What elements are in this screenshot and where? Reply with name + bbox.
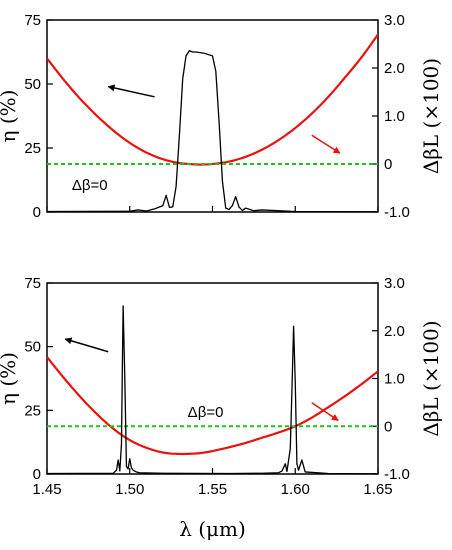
bottom-phase-mismatch-series xyxy=(47,356,378,456)
bottom-panel: 0 25 50 75 -1.0 0 1.0 2.0 3.0 1.45 1.50 1.55 1.60 1.6… xyxy=(0,275,443,541)
bottom-xtick-label: 1.45 xyxy=(32,481,61,498)
bottom-efficiency-series xyxy=(47,305,378,474)
bottom-axis-pointer-arrow xyxy=(311,402,339,422)
top-ytick-label: 75 xyxy=(24,12,41,29)
top-ytick-label: 50 xyxy=(24,76,41,93)
bottom-ylabel: η (%) xyxy=(0,352,20,405)
bottom-y2tick-label: 2.0 xyxy=(384,323,405,340)
top-y2tick-label: 2.0 xyxy=(384,60,405,77)
bottom-y2tick-label: 1.0 xyxy=(384,371,405,388)
bottom-annotation: Δβ=0 xyxy=(188,404,224,421)
top-axis-pointer-arrow xyxy=(107,84,155,98)
top-y2tick-label: 1.0 xyxy=(384,108,405,125)
bottom-xtick-label: 1.60 xyxy=(281,481,310,498)
top-ylabel: η (%) xyxy=(0,90,20,143)
bottom-xtick-label: 1.50 xyxy=(115,481,144,498)
top-y2tick-label: -1.0 xyxy=(384,204,410,221)
top-y2tick-label: 0 xyxy=(384,156,392,173)
bottom-axis-pointer-arrow xyxy=(64,337,109,353)
bottom-y2tick-label: 0 xyxy=(384,418,392,435)
top-panel: 0 25 50 75 -1.0 0 1.0 2.0 3.0 η (%) ΔβL (×100) Δβ=0 xyxy=(0,12,443,221)
bottom-y2tick-label: -1.0 xyxy=(384,466,410,483)
top-phase-mismatch-series xyxy=(47,33,378,166)
top-ytick-label: 25 xyxy=(24,140,41,157)
top-annotation: Δβ=0 xyxy=(72,177,108,194)
top-y2tick-label: 3.0 xyxy=(384,12,405,29)
bottom-ytick-label: 25 xyxy=(24,402,41,419)
bottom-plot-frame xyxy=(46,282,379,475)
top-efficiency-series xyxy=(47,50,378,212)
top-y2label: ΔβL (×100) xyxy=(419,58,443,174)
top-axis-pointer-arrow xyxy=(311,134,341,154)
bottom-y2tick-label: 3.0 xyxy=(384,275,405,292)
bottom-y2label: ΔβL (×100) xyxy=(419,320,443,436)
bottom-xtick-label: 1.55 xyxy=(198,481,227,498)
bottom-xtick-label: 1.65 xyxy=(363,481,392,498)
bottom-xlabel: λ (μm) xyxy=(179,517,246,541)
bottom-ytick-label: 75 xyxy=(24,275,41,292)
bottom-ytick-label: 50 xyxy=(24,339,41,356)
top-ytick-label: 0 xyxy=(33,204,41,221)
bottom-ytick-label: 0 xyxy=(33,466,41,483)
